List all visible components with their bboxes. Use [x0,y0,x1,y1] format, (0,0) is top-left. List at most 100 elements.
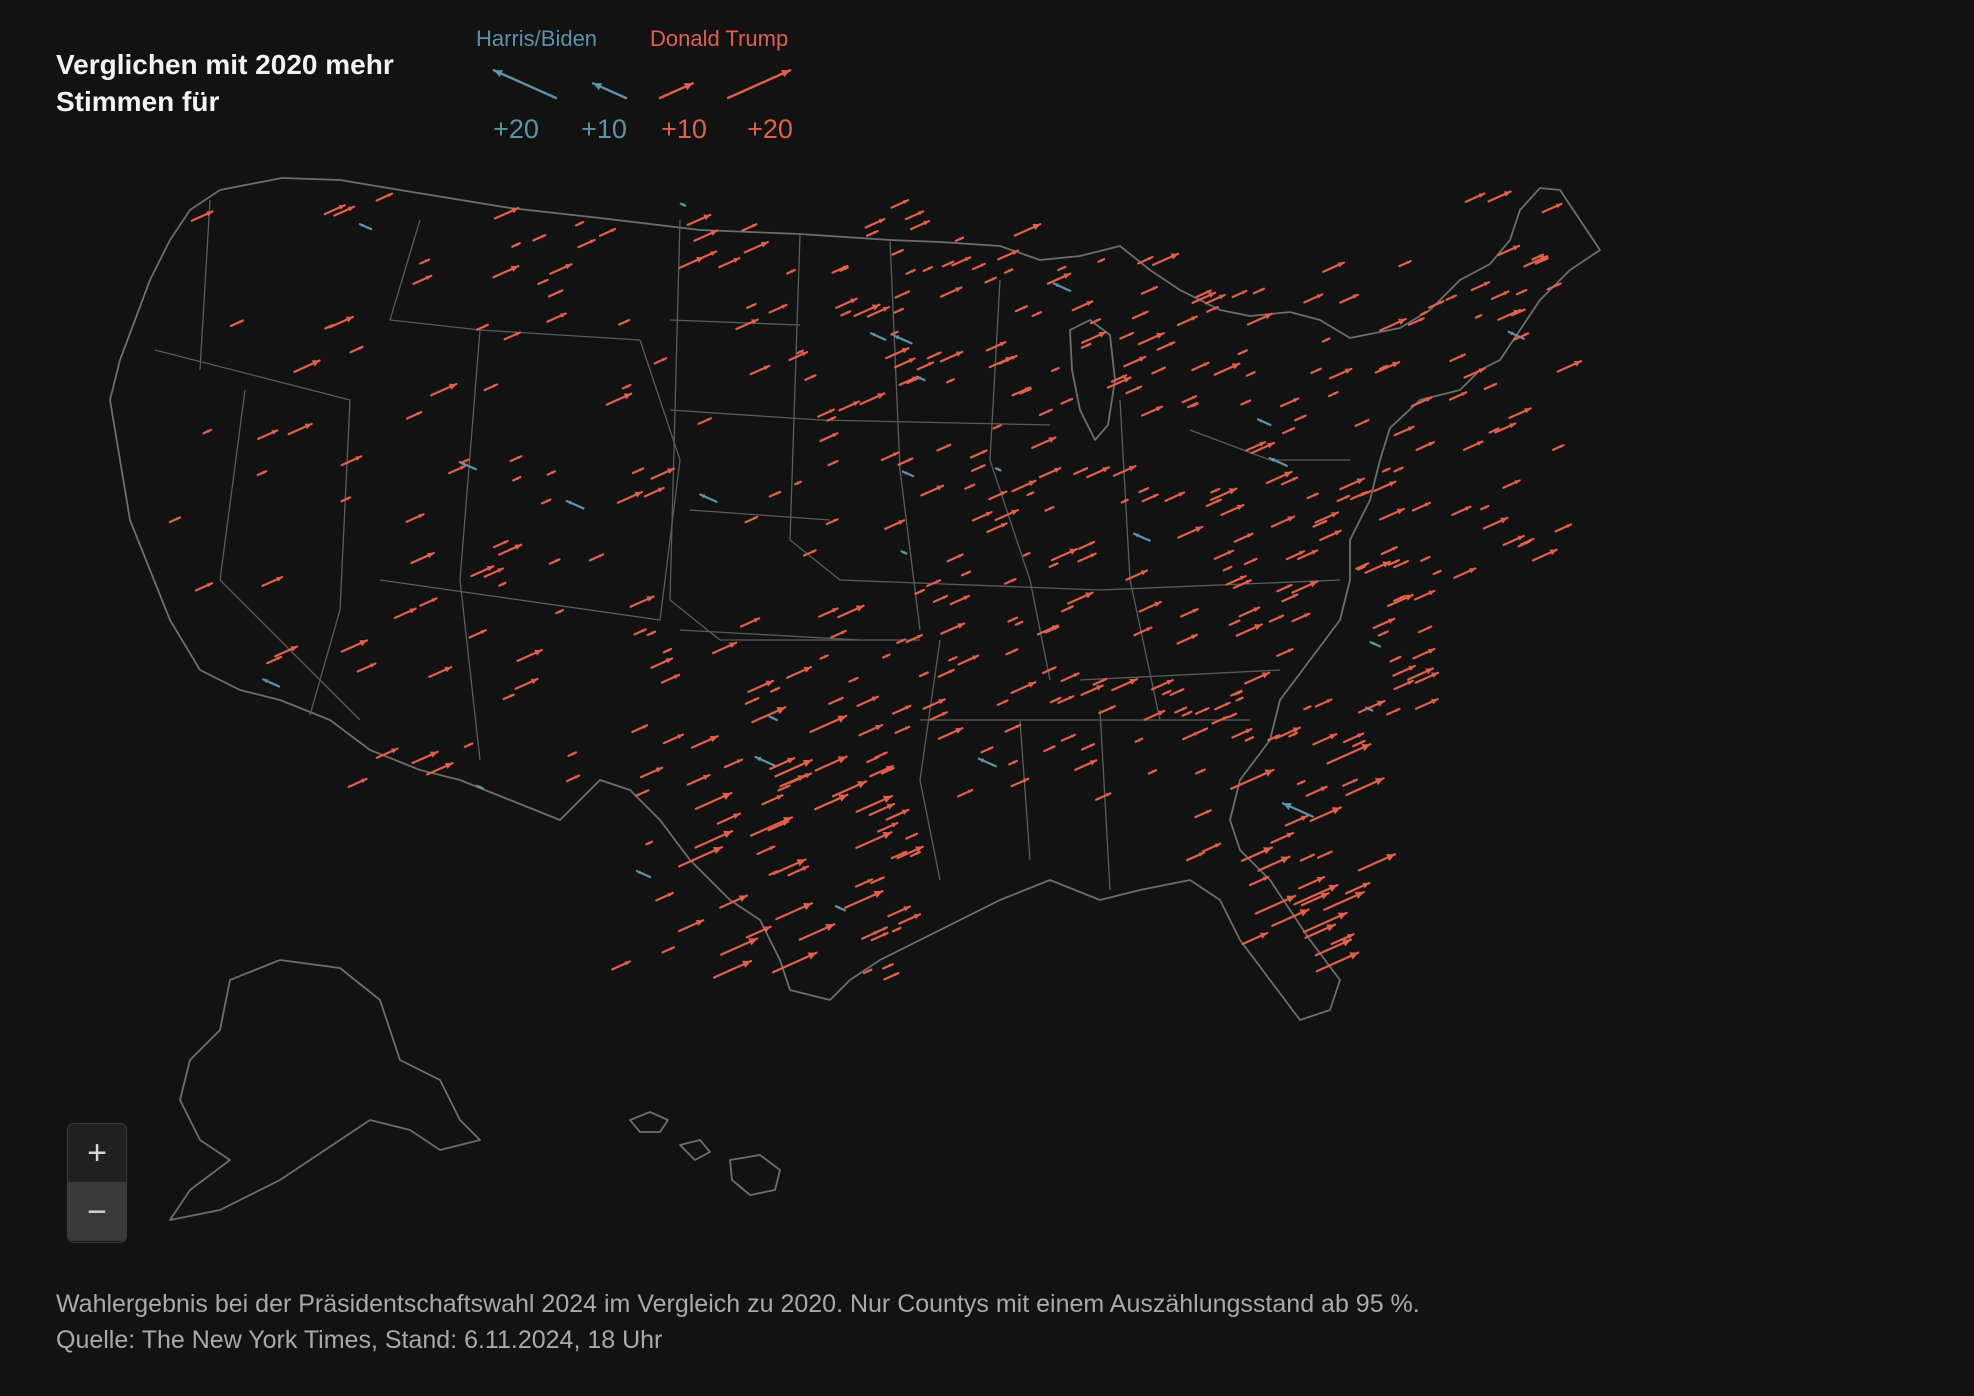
county-arrow [744,697,760,705]
county-arrow [1487,190,1512,203]
legend-democrat-label: Harris/Biden [476,26,598,51]
county-arrow [901,470,915,478]
county-arrow [697,417,713,426]
county-arrow [891,248,904,256]
county-arrow [883,972,900,981]
county-arrow [818,607,839,618]
county-arrow [1123,355,1147,368]
county-arrow [939,286,963,298]
county-arrow [916,361,935,371]
county-arrow [1480,504,1490,511]
county-arrow [340,496,352,503]
county-arrow [1300,892,1330,907]
county-arrow [699,493,718,503]
county-arrow [946,553,964,563]
county-arrow [1014,305,1028,313]
county-arrow [1299,853,1316,862]
county-arrow [877,821,899,833]
county-arrow [1342,778,1359,787]
county-arrow [412,274,433,285]
hawaii-outline [629,1111,781,1196]
county-arrow [1138,487,1150,494]
county-arrow [1315,951,1360,973]
county-arrow [1497,244,1521,257]
county-arrow [1195,768,1206,775]
county-arrow [1386,707,1401,716]
county-arrow [419,258,431,265]
state-line-south-1 [919,639,941,881]
county-arrow [1393,466,1404,473]
county-arrow [869,332,887,341]
county-arrow [646,630,657,637]
county-arrow [1111,677,1139,692]
county-arrow [1305,785,1328,797]
county-arrow [787,865,810,877]
county-arrow [1270,831,1295,844]
county-arrow [1339,477,1365,491]
county-arrow [898,913,922,925]
county-arrow [1413,589,1436,601]
county-arrow [1245,371,1256,377]
county-arrow [1005,648,1019,656]
county-arrow [971,510,993,522]
county-arrow [1523,255,1549,268]
county-arrow [1551,444,1565,451]
county-arrow [786,666,813,679]
county-arrow [1316,850,1333,859]
state-line-mountain-3 [379,339,681,621]
county-arrow [1214,701,1231,711]
county-arrow [475,784,485,790]
county-arrow [1392,664,1416,677]
county-arrow [954,236,965,242]
county-arrow [890,199,910,209]
county-arrow [1036,624,1059,636]
county-arrow [1276,647,1294,658]
county-arrow [905,634,923,643]
county-shift-map[interactable] [40,160,1940,1280]
county-arrow [837,604,865,619]
county-arrow [1252,287,1266,295]
alaska-outline [169,959,481,1221]
county-arrow [853,303,881,317]
county-arrow [1080,342,1092,349]
county-arrow [1209,487,1238,502]
state-line-midwest-2 [989,279,1051,681]
county-arrow [1297,876,1326,890]
zoom-in-button[interactable]: + [68,1124,126,1183]
county-arrow [448,464,467,475]
county-arrow [1268,457,1288,467]
county-arrow [516,648,543,663]
county-arrow [287,422,313,436]
county-arrow [577,238,596,249]
county-arrow [1225,574,1247,586]
map-canvas[interactable] [40,160,1940,1280]
county-arrow [946,378,955,384]
zoom-out-button[interactable]: − [68,1183,126,1241]
county-arrow [483,383,499,392]
county-arrow [426,761,454,776]
county-arrow [891,704,912,715]
county-arrow [1014,620,1024,626]
county-arrow [1297,549,1319,560]
county-arrow [1293,884,1339,906]
county-arrow [1057,265,1067,272]
county-arrow [745,925,772,939]
county-arrow [1210,487,1221,494]
county-arrow [555,609,565,615]
county-arrow [892,334,913,345]
county-arrow [870,931,889,942]
county-arrow [492,265,520,279]
county-arrow [798,923,836,941]
county-arrow [686,773,711,786]
county-arrow [375,192,394,202]
county-arrow [825,518,839,526]
county-arrow [643,486,665,498]
county-arrow [419,597,438,607]
county-arrow [768,490,782,498]
county-arrow [1092,677,1108,686]
county-arrow [1357,565,1366,571]
county-arrow [749,816,794,837]
county-arrow [802,549,817,557]
county-arrow [1119,331,1135,340]
county-arrow [1150,679,1174,691]
